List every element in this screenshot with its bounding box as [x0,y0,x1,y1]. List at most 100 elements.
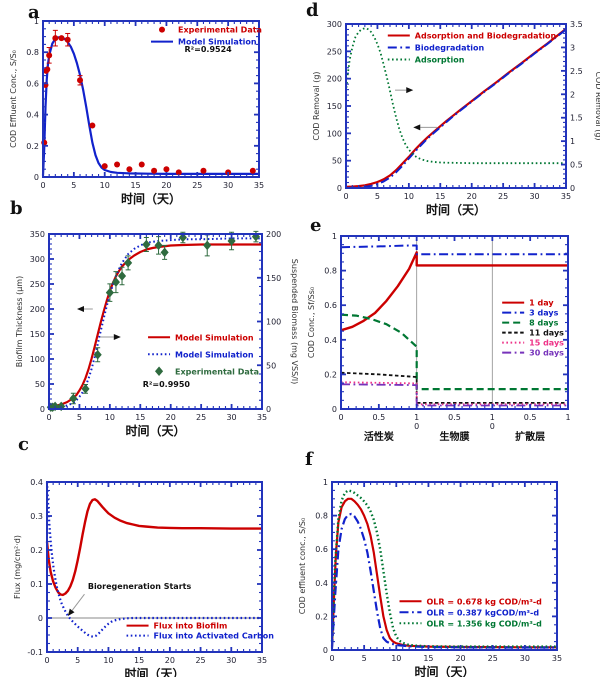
panel-d: 0 5 10 15 20 25 30 35 0 50 100 150 200 250 300 0 0.5 1 1.5… [300,0,600,220]
svg-text:100: 100 [266,318,281,327]
panel-c: 0 5 10 15 20 25 30 35 -0.1 0 0.1 0.2 0.3 0.4 时间（天） Flux… [0,450,300,677]
panel-f: 0 5 10 15 20 25 30 35 0 0.2 0.4 0.6 0.8 1 时间（天） COD eff… [298,450,600,677]
panel-letter-f: f [305,449,313,470]
svg-text:COD Effluent Conc., S/S₀: COD Effluent Conc., S/S₀ [9,50,18,148]
svg-text:5: 5 [75,656,80,665]
svg-text:50: 50 [266,361,276,370]
svg-text:0.4: 0.4 [30,478,43,487]
svg-text:0.6: 0.6 [324,301,337,310]
svg-text:30: 30 [226,656,236,665]
svg-text:35: 35 [254,181,264,190]
svg-text:0: 0 [414,422,419,431]
svg-text:Adsorption: Adsorption [415,55,465,64]
svg-text:25: 25 [498,192,508,201]
svg-text:1: 1 [332,232,337,241]
svg-text:0: 0 [46,413,51,422]
svg-text:10: 10 [100,181,110,190]
chart-c-canvas: 0 5 10 15 20 25 30 35-0.100.10.20.30.4时间（天）Flux… [13,478,275,677]
svg-text:1 day: 1 day [529,299,554,308]
svg-text:20: 20 [455,654,465,663]
svg-text:30: 30 [226,413,236,422]
svg-text:2.5: 2.5 [570,67,583,76]
svg-text:15: 15 [135,413,145,422]
panel-letter-c: c [18,434,29,455]
svg-text:1.5: 1.5 [570,114,583,123]
svg-text:0.2: 0.2 [30,546,43,555]
svg-text:50: 50 [35,380,45,389]
svg-text:11 days: 11 days [529,329,564,338]
svg-text:Biofilm Thickness (μm): Biofilm Thickness (μm) [15,276,24,367]
svg-text:25: 25 [195,656,205,665]
svg-text:Biodegradation: Biodegradation [415,43,485,52]
svg-text:0: 0 [323,646,328,655]
svg-text:25: 25 [196,413,206,422]
svg-text:-0.1: -0.1 [27,648,43,657]
svg-text:生物膜: 生物膜 [440,430,470,443]
svg-text:0.1: 0.1 [30,580,43,589]
chart-d-canvas: 0 5 10 15 20 25 30 3505010015020025030000.511.5… [312,20,600,217]
svg-text:5: 5 [77,413,82,422]
svg-text:0: 0 [40,181,45,190]
panel-letter-d: d [306,0,319,21]
svg-text:5: 5 [71,181,76,190]
panel-letter-a: a [28,2,40,23]
svg-text:15: 15 [134,656,144,665]
svg-text:25: 25 [488,654,498,663]
svg-text:0.6: 0.6 [26,79,39,88]
svg-text:20: 20 [467,192,477,201]
svg-text:0: 0 [343,192,348,201]
svg-text:Flux into Biofilm: Flux into Biofilm [154,622,228,631]
chart-a-canvas: 0 5 10 15 20 25 30 35 0 0.2 0.4 0.6 0.8 1 时间（天） COD Eff… [9,17,264,206]
svg-text:0.8: 0.8 [315,512,328,521]
svg-text:10: 10 [404,192,414,201]
svg-text:30: 30 [529,192,539,201]
svg-text:Flux (mg/cm²·d): Flux (mg/cm²·d) [13,535,22,599]
svg-text:0: 0 [34,173,39,182]
svg-text:OLR = 0.387 kgCOD/m³-d: OLR = 0.387 kgCOD/m³-d [427,608,540,617]
svg-text:Experimental Data: Experimental Data [178,26,262,35]
svg-text:Adsorption and Biodegradation: Adsorption and Biodegradation [415,31,557,40]
svg-text:0: 0 [490,422,495,431]
svg-text:Model Simulation: Model Simulation [178,38,257,47]
svg-text:0.2: 0.2 [26,142,39,151]
svg-text:Suspended Biomass (mg VSS/l): Suspended Biomass (mg VSS/l) [290,259,299,384]
svg-text:10: 10 [105,413,115,422]
svg-text:50: 50 [332,157,342,166]
svg-text:0.4: 0.4 [324,336,337,345]
svg-text:COD Removal (g): COD Removal (g) [312,71,321,140]
svg-text:时间（天）: 时间（天） [124,666,184,677]
svg-text:30 days: 30 days [529,349,564,358]
svg-text:R²=0.9950: R²=0.9950 [143,380,191,389]
chart-b-canvas: 0 5 10 15 20 25 30 3505010015020025030035005010… [15,230,299,438]
svg-text:5: 5 [375,192,380,201]
svg-text:时间（天）: 时间（天） [426,202,486,217]
svg-text:35: 35 [257,413,267,422]
panel-letter-b: b [10,198,23,219]
svg-text:Model Simulation: Model Simulation [175,333,254,342]
svg-text:0.8: 0.8 [324,267,337,276]
svg-text:0.5: 0.5 [372,413,385,422]
svg-text:35: 35 [552,654,562,663]
svg-text:1: 1 [323,478,328,487]
svg-text:300: 300 [327,20,342,29]
svg-text:0.3: 0.3 [30,512,43,521]
svg-text:Flux into Activated Carbon: Flux into Activated Carbon [154,632,275,641]
svg-text:Model Simulation: Model Simulation [175,350,254,359]
svg-text:10: 10 [391,654,401,663]
svg-text:0: 0 [332,405,337,414]
svg-text:200: 200 [327,75,342,84]
chart-f-canvas: 0 5 10 15 20 25 30 35 0 0.2 0.4 0.6 0.8 1 时间（天） COD eff… [298,478,562,677]
svg-text:1: 1 [570,137,575,146]
svg-text:0.5: 0.5 [448,413,461,422]
svg-text:Bioregeneration Starts: Bioregeneration Starts [88,582,192,591]
svg-text:250: 250 [327,47,342,56]
svg-text:200: 200 [266,230,281,239]
svg-text:100: 100 [30,355,45,364]
svg-text:8 days: 8 days [529,319,558,328]
svg-text:COD effluent conc., S/S₀: COD effluent conc., S/S₀ [298,518,307,614]
svg-text:OLR = 0.678 kg COD/m³-d: OLR = 0.678 kg COD/m³-d [427,597,543,606]
svg-text:0: 0 [570,184,575,193]
svg-text:扩散层: 扩散层 [515,430,545,443]
svg-text:350: 350 [30,230,45,239]
